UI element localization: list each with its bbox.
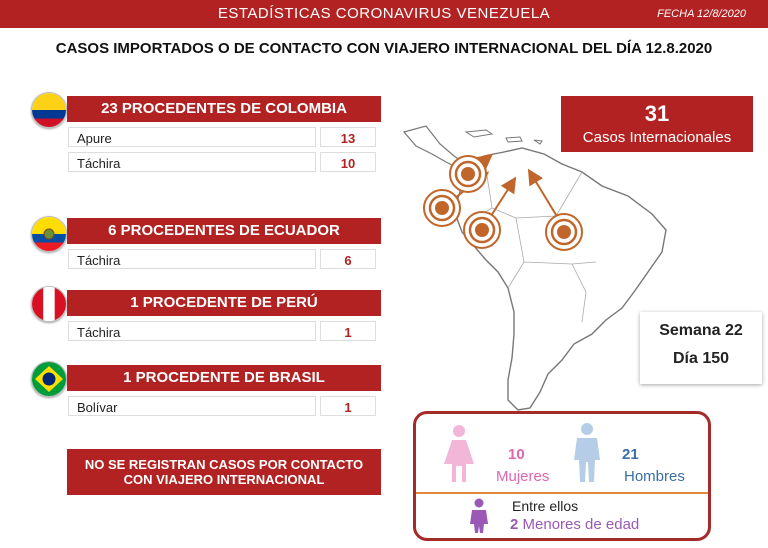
app-title: ESTADÍSTICAS CORONAVIRUS VENEZUELA bbox=[217, 5, 551, 22]
top-bar: ESTADÍSTICAS CORONAVIRUS VENEZUELA FECHA… bbox=[0, 0, 768, 28]
south-america-map bbox=[402, 125, 667, 411]
origin-marker-colombia bbox=[449, 155, 487, 193]
section-title-peru: 1 PROCEDENTE DE PERÚ bbox=[67, 290, 381, 316]
state-name: Táchira bbox=[68, 321, 316, 341]
minors-count: 2 bbox=[510, 516, 519, 533]
gender-breakdown-box: 10 Mujeres 21 Hombres Entre ellos 2 Meno… bbox=[413, 411, 711, 541]
origin-marker-ecuador bbox=[423, 189, 461, 227]
south-america-outline bbox=[455, 147, 667, 411]
case-count: 1 bbox=[320, 396, 376, 416]
no-contact-notice: NO SE REGISTRAN CASOS POR CONTACTO CON V… bbox=[67, 449, 381, 495]
page-title: CASOS IMPORTADOS O DE CONTACTO CON VIAJE… bbox=[55, 40, 713, 57]
state-name: Bolívar bbox=[68, 396, 316, 416]
notice-line-1: NO SE REGISTRAN CASOS POR CONTACTO bbox=[84, 457, 364, 472]
caribbean-islands bbox=[464, 129, 543, 145]
minors-line: 2 Menores de edad bbox=[510, 516, 639, 533]
section-title-colombia: 23 PROCEDENTES DE COLOMBIA bbox=[67, 96, 381, 122]
case-count: 6 bbox=[320, 249, 376, 269]
ecuador-flag-icon bbox=[31, 216, 67, 252]
divider bbox=[416, 492, 708, 494]
week-number: Semana 22 bbox=[659, 322, 743, 339]
case-count: 13 bbox=[320, 127, 376, 147]
section-title-ecuador: 6 PROCEDENTES DE ECUADOR bbox=[67, 218, 381, 244]
case-count: 1 bbox=[320, 321, 376, 341]
minors-label: Menores de edad bbox=[522, 516, 640, 533]
child-icon bbox=[470, 498, 488, 533]
international-count: 31 bbox=[644, 101, 670, 126]
men-label: Hombres bbox=[624, 468, 685, 485]
peru-flag-icon bbox=[31, 286, 67, 322]
origin-marker-peru bbox=[463, 211, 501, 249]
women-count: 10 bbox=[508, 446, 525, 463]
origin-marker-brasil bbox=[545, 213, 583, 251]
women-label: Mujeres bbox=[496, 468, 550, 485]
section-title-brasil: 1 PROCEDENTE DE BRASIL bbox=[67, 365, 381, 391]
week-box: Semana 22 Día 150 bbox=[640, 312, 762, 384]
state-name: Apure bbox=[68, 127, 316, 147]
colombia-flag-icon bbox=[31, 92, 67, 128]
men-count: 21 bbox=[622, 446, 639, 463]
case-count: 10 bbox=[320, 152, 376, 172]
state-name: Táchira bbox=[68, 152, 316, 172]
state-name: Táchira bbox=[68, 249, 316, 269]
man-icon bbox=[574, 423, 600, 482]
brazil-flag-icon bbox=[31, 361, 67, 397]
day-number: Día 150 bbox=[672, 350, 730, 367]
international-label: Casos Internacionales bbox=[582, 129, 732, 146]
woman-icon bbox=[444, 425, 474, 482]
notice-line-2: CON VIAJERO INTERNACIONAL bbox=[123, 472, 325, 487]
report-date: FECHA 12/8/2020 bbox=[657, 8, 746, 20]
international-cases-box: 31 Casos Internacionales bbox=[561, 96, 753, 152]
among-label: Entre ellos bbox=[512, 498, 579, 514]
